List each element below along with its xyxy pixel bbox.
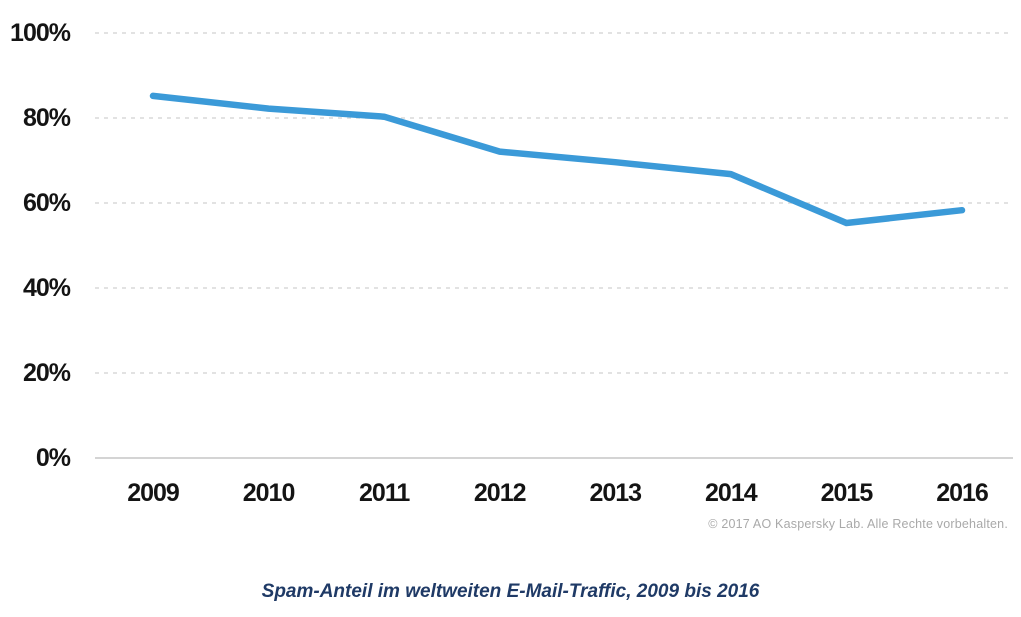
y-axis-tick-label-0: 0% — [35, 444, 71, 472]
x-axis-tick-label-2010: 2010 — [242, 479, 296, 507]
y-axis-tick-label-20: 20% — [22, 359, 71, 387]
chart-caption: Spam-Anteil im weltweiten E-Mail-Traffic… — [261, 581, 760, 602]
x-axis-tick-label-2016: 2016 — [936, 479, 989, 507]
x-axis-tick-label-2014: 2014 — [705, 479, 758, 507]
y-axis-tick-label-80: 80% — [22, 104, 71, 132]
line-chart-plot-area: 0% 20% 40% 60% 80% 100% 2009 2010 2011 2012 2013 2… — [10, 19, 1013, 531]
x-axis-tick-label-2009: 2009 — [127, 479, 180, 507]
y-axis-tick-label-60: 60% — [22, 189, 71, 217]
spam-share-line-series — [149, 92, 966, 227]
line-chart-canvas — [95, 32, 1013, 459]
copyright-text: © 2017 AO Kaspersky Lab. Alle Rechte vor… — [708, 517, 1008, 531]
x-axis-tick-label-2011: 2011 — [359, 479, 410, 507]
x-axis-tick-label-2015: 2015 — [820, 479, 874, 507]
x-axis-tick-label-2012: 2012 — [473, 479, 527, 507]
y-axis-tick-label-40: 40% — [22, 274, 71, 302]
y-axis-tick-label-100: 100% — [10, 19, 71, 47]
x-axis-tick-label-2013: 2013 — [589, 479, 642, 507]
